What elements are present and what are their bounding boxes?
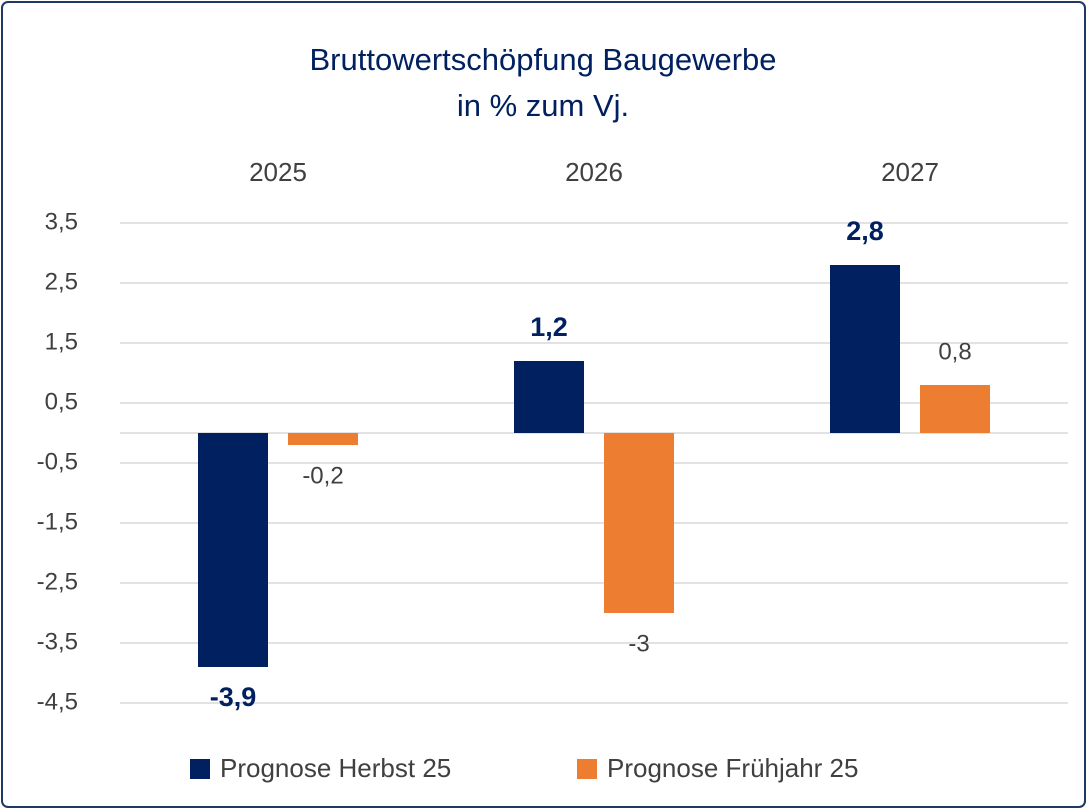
legend-label: Prognose Herbst 25 (220, 753, 451, 783)
data-label: 0,8 (938, 338, 971, 365)
y-tick-label: -1,5 (37, 508, 78, 535)
data-label: -0,2 (302, 462, 343, 489)
data-label: -3,9 (210, 682, 257, 712)
x-tick-label: 2027 (881, 157, 939, 187)
x-tick-label: 2026 (565, 157, 623, 187)
y-tick-label: -2,5 (37, 568, 78, 595)
bar (288, 433, 358, 445)
chart-title: Bruttowertschöpfung Baugewerbe (309, 42, 776, 77)
legend-label: Prognose Frühjahr 25 (607, 753, 858, 783)
bar (830, 265, 900, 433)
legend-swatch (577, 759, 597, 779)
y-tick-label: 3,5 (45, 208, 78, 235)
bar (604, 433, 674, 613)
x-tick-label: 2025 (249, 157, 307, 187)
chart-subtitle: in % zum Vj. (457, 88, 629, 123)
data-label: 2,8 (846, 216, 884, 246)
data-label: -3 (628, 630, 649, 657)
bar (514, 361, 584, 433)
y-tick-label: 1,5 (45, 328, 78, 355)
bar (198, 433, 268, 667)
bar (920, 385, 990, 433)
legend-swatch (190, 759, 210, 779)
y-tick-label: -0,5 (37, 448, 78, 475)
y-tick-label: -3,5 (37, 628, 78, 655)
y-tick-label: 0,5 (45, 388, 78, 415)
data-label: 1,2 (530, 312, 568, 342)
y-tick-label: -4,5 (37, 688, 78, 715)
y-tick-label: 2,5 (45, 268, 78, 295)
